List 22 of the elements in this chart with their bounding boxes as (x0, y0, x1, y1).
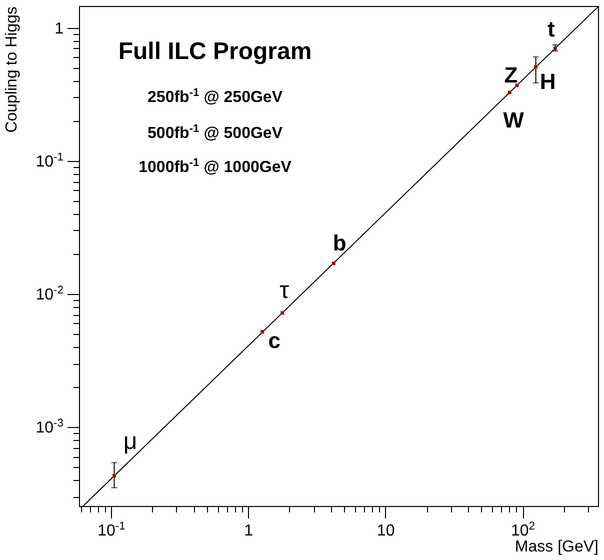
annotation: Z (504, 62, 518, 88)
annotation: b (332, 230, 346, 256)
annotation: 500fb$^{-1}$ @ 500GeV (148, 123, 283, 142)
annotation: μ (123, 428, 138, 455)
x-axis-title: Mass [GeV] (514, 538, 598, 556)
x-tick-label: 10$^{2}$ (511, 520, 536, 540)
annotation: W (503, 107, 524, 132)
annotation: t (548, 16, 556, 42)
x-tick-label: 10$^{-1}$ (98, 520, 126, 540)
x-tick-label: 10 (376, 522, 395, 540)
x-tick-label: 1 (244, 522, 254, 540)
annotation: 1000fb$^{-1}$ @ 1000GeV (138, 157, 292, 176)
y-tick-label: 10$^{-2}$ (36, 284, 64, 304)
annotation: τ (280, 276, 290, 304)
y-tick-label: 1 (54, 20, 64, 38)
annotation: c (268, 328, 280, 353)
y-tick-label: 10$^{-1}$ (36, 151, 64, 170)
annotation: 250fb$^{-1}$ @ 250GeV (148, 87, 283, 106)
y-axis-title: Coupling to Higgs (4, 6, 20, 133)
annotation: Full ILC Program (118, 38, 312, 65)
annotation: H (540, 68, 556, 94)
y-tick-label: 10$^{-3}$ (36, 418, 64, 437)
